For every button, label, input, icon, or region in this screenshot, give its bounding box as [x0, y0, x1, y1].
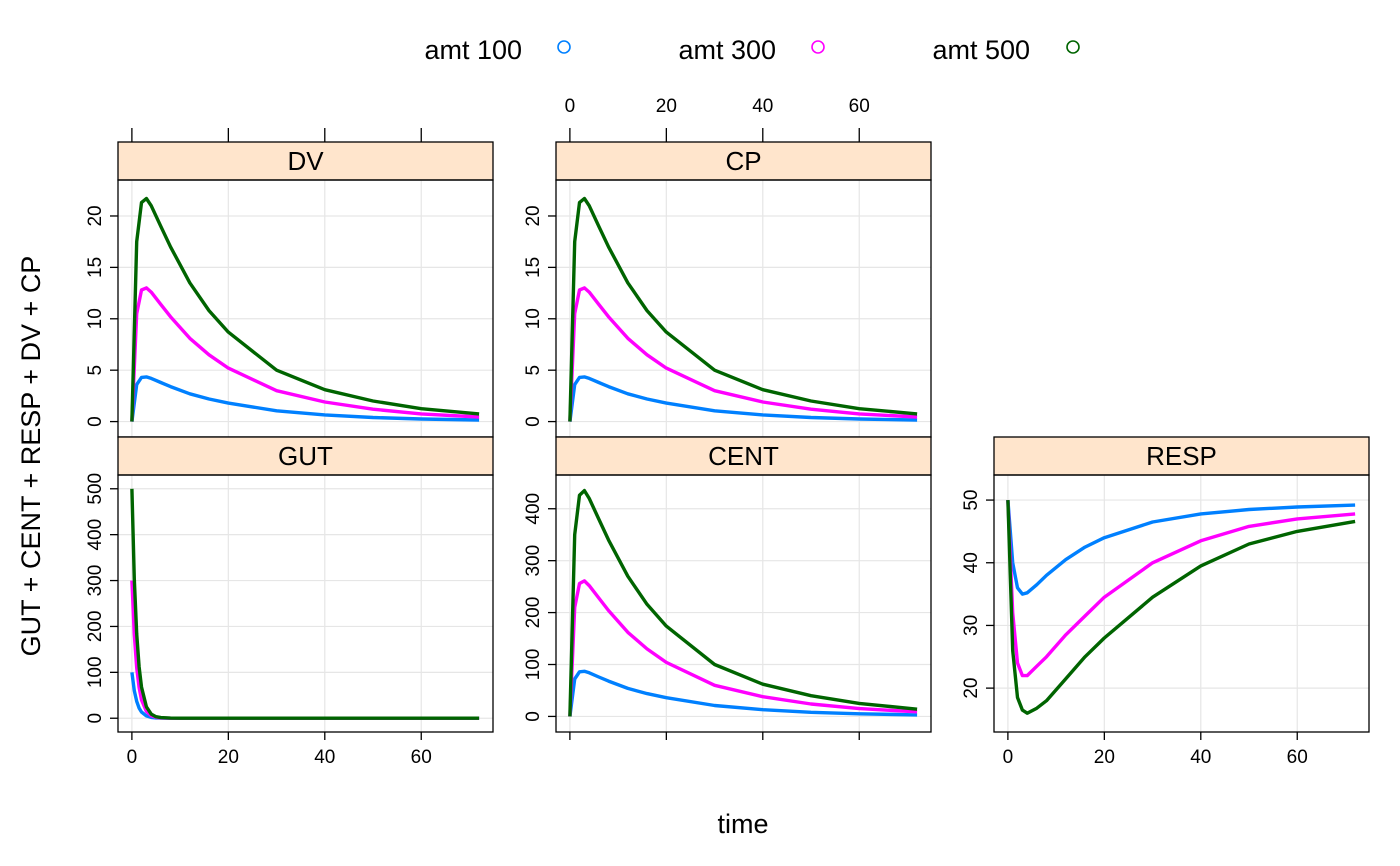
x-axis-title: time: [717, 809, 768, 839]
legend-label-amt-100: amt 100: [424, 35, 522, 65]
panel-resp: RESP 20 30 40 50 0 20 40 60: [961, 436, 1370, 768]
x-tick-label: 20: [1094, 747, 1115, 768]
y-tick-label: 100: [523, 649, 544, 681]
legend-marker-amt-100: [557, 40, 571, 54]
y-tick-label: 200: [523, 597, 544, 629]
y-tick-label: 40: [961, 552, 982, 573]
y-tick-label: 5: [523, 365, 544, 376]
y-tick-label: 20: [961, 678, 982, 699]
y-tick-label: 20: [523, 205, 544, 226]
x-tick-label-top: 20: [656, 96, 677, 117]
y-tick-label: 300: [85, 565, 106, 597]
y-tick-label: 400: [85, 519, 106, 551]
y-tick-label: 0: [85, 416, 106, 427]
y-tick-label: 15: [85, 257, 106, 278]
panel-frame-gut: [117, 474, 494, 733]
x-tick-label: 0: [127, 747, 138, 768]
x-tick-label: 20: [218, 747, 239, 768]
x-tick-label: 0: [1003, 747, 1014, 768]
y-tick-label: 20: [85, 205, 106, 226]
series-line-gut-3: [130, 488, 480, 720]
y-tick-label: 400: [523, 493, 544, 525]
panel-frame-cent: [555, 474, 932, 733]
y-tick-label: 15: [523, 257, 544, 278]
x-tick-label: 60: [1287, 747, 1308, 768]
strip-resp: [993, 436, 1370, 476]
legend-label-amt-300: amt 300: [678, 35, 776, 65]
y-tick-label: 5: [85, 365, 106, 376]
strip-gut: [117, 436, 494, 476]
panel-cp: CP 0 5 10 15 20 0 20 40 60: [523, 96, 932, 438]
series-line-resp-3: [1006, 500, 1356, 715]
series-line-dv-2: [130, 286, 480, 422]
strip-title-dv: DV: [287, 146, 324, 176]
y-tick-label: 10: [85, 308, 106, 329]
y-tick-label: 300: [523, 545, 544, 577]
x-tick-label-top: 40: [752, 96, 773, 117]
x-tick-label: 40: [314, 747, 335, 768]
y-tick-label: 50: [961, 490, 982, 511]
panel-gut: GUT 0 100 200 300 400 500 0 20 40 60: [85, 436, 494, 768]
series-line-cp-3: [568, 196, 918, 422]
y-tick-label: 30: [961, 615, 982, 636]
series-line-resp-2: [1006, 500, 1356, 678]
y-tick-label: 100: [85, 656, 106, 688]
series-line-gut-2: [130, 580, 480, 720]
legend-marker-amt-300: [811, 40, 825, 54]
y-tick-label: 0: [523, 711, 544, 722]
series-line-cent-1: [568, 669, 918, 717]
x-tick-label-top: 60: [849, 96, 870, 117]
series-line-cent-2: [568, 579, 918, 717]
series-line-gut-1: [130, 672, 480, 720]
series-line-cent-3: [568, 488, 918, 717]
strip-title-gut: GUT: [278, 441, 333, 471]
strip-title-resp: RESP: [1146, 441, 1217, 471]
y-tick-label: 500: [85, 473, 106, 505]
series-line-dv-3: [130, 196, 480, 422]
panel-frame-resp: [993, 474, 1370, 733]
legend-label-amt-500: amt 500: [932, 35, 1030, 65]
x-tick-label-top: 0: [565, 96, 576, 117]
x-tick-label: 40: [1190, 747, 1211, 768]
y-tick-label: 0: [523, 416, 544, 427]
panel-cent: CENT 0 100 200 300 400: [523, 436, 932, 740]
x-tick-label: 60: [411, 747, 432, 768]
series-line-dv-1: [130, 375, 480, 422]
strip-title-cent: CENT: [708, 441, 779, 471]
y-tick-label: 10: [523, 308, 544, 329]
y-axis-title: GUT + CENT + RESP + DV + CP: [16, 256, 46, 657]
y-tick-label: 200: [85, 611, 106, 643]
series-line-resp-1: [1006, 499, 1356, 596]
strip-dv: [117, 141, 494, 181]
series-line-cp-2: [568, 286, 918, 422]
legend: amt 100 amt 300 amt 500: [424, 35, 1080, 65]
panel-dv: DV 0 5 10 15 20: [85, 128, 494, 438]
strip-cent: [555, 436, 932, 476]
legend-marker-amt-500: [1066, 40, 1080, 54]
strip-title-cp: CP: [725, 146, 761, 176]
series-line-cp-1: [568, 375, 918, 422]
y-tick-label: 0: [85, 713, 106, 724]
